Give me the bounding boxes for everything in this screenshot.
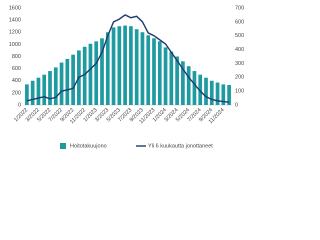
bar <box>209 80 214 105</box>
y-tick-label: 200 <box>12 90 21 96</box>
y-tick-label: 0 <box>18 102 21 108</box>
y-tick-label: 1200 <box>9 30 21 36</box>
bar <box>227 84 231 105</box>
bar <box>221 84 226 105</box>
bar <box>215 82 220 105</box>
bar <box>204 77 208 105</box>
bar <box>146 35 151 105</box>
bar <box>82 46 87 105</box>
line <box>26 14 230 103</box>
y-tick-label: 400 <box>12 78 21 84</box>
bar <box>105 32 110 105</box>
bar <box>169 51 174 105</box>
bar <box>140 32 145 105</box>
bar <box>94 41 99 105</box>
bar <box>134 29 139 105</box>
y2-tick-label: 500 <box>235 33 244 39</box>
bar <box>129 26 133 105</box>
bar <box>123 25 127 105</box>
bar <box>152 38 156 105</box>
bar <box>42 74 47 105</box>
y2-tick-label: 200 <box>235 75 244 81</box>
y2-tick-label: 300 <box>235 61 244 67</box>
bar <box>25 84 29 105</box>
y2-tick-label: 400 <box>235 47 244 53</box>
bar <box>117 26 122 105</box>
bar <box>175 56 179 105</box>
bar <box>36 77 41 105</box>
chart: 0 200 400 600 800 1000 1200 1400 1600 0 100 200 300 4… <box>9 5 244 149</box>
bar <box>163 47 168 105</box>
bar <box>192 71 197 105</box>
bar <box>198 74 203 105</box>
y-tick-label: 800 <box>12 54 21 60</box>
legend-swatch <box>60 143 66 149</box>
y2-tick-label: 100 <box>235 89 244 95</box>
bar <box>157 41 162 105</box>
page: 0 200 400 600 800 1000 1200 1400 1600 0 100 200 300 4… <box>8 5 245 150</box>
y-tick-label: 1600 <box>9 5 21 11</box>
bar <box>88 43 93 105</box>
y2-tick-label: 700 <box>235 5 244 11</box>
legend-label: Yli 6 kuukautta jonottaneet <box>148 143 213 149</box>
bar <box>65 58 70 105</box>
bar <box>71 54 75 105</box>
bar <box>100 38 104 105</box>
y-tick-label: 1000 <box>9 42 21 48</box>
bar <box>53 67 58 105</box>
bar <box>59 62 64 105</box>
bar <box>186 66 191 105</box>
y-tick-label: 1400 <box>9 18 21 24</box>
y2-tick-label: 0 <box>235 102 238 108</box>
legend-label: Hoitotakuujono <box>70 143 107 149</box>
bar <box>30 80 35 105</box>
y2-tick-label: 600 <box>235 19 244 25</box>
y-tick-label: 600 <box>12 66 21 72</box>
bar <box>181 61 185 105</box>
bar <box>111 27 116 105</box>
bar <box>48 71 52 105</box>
